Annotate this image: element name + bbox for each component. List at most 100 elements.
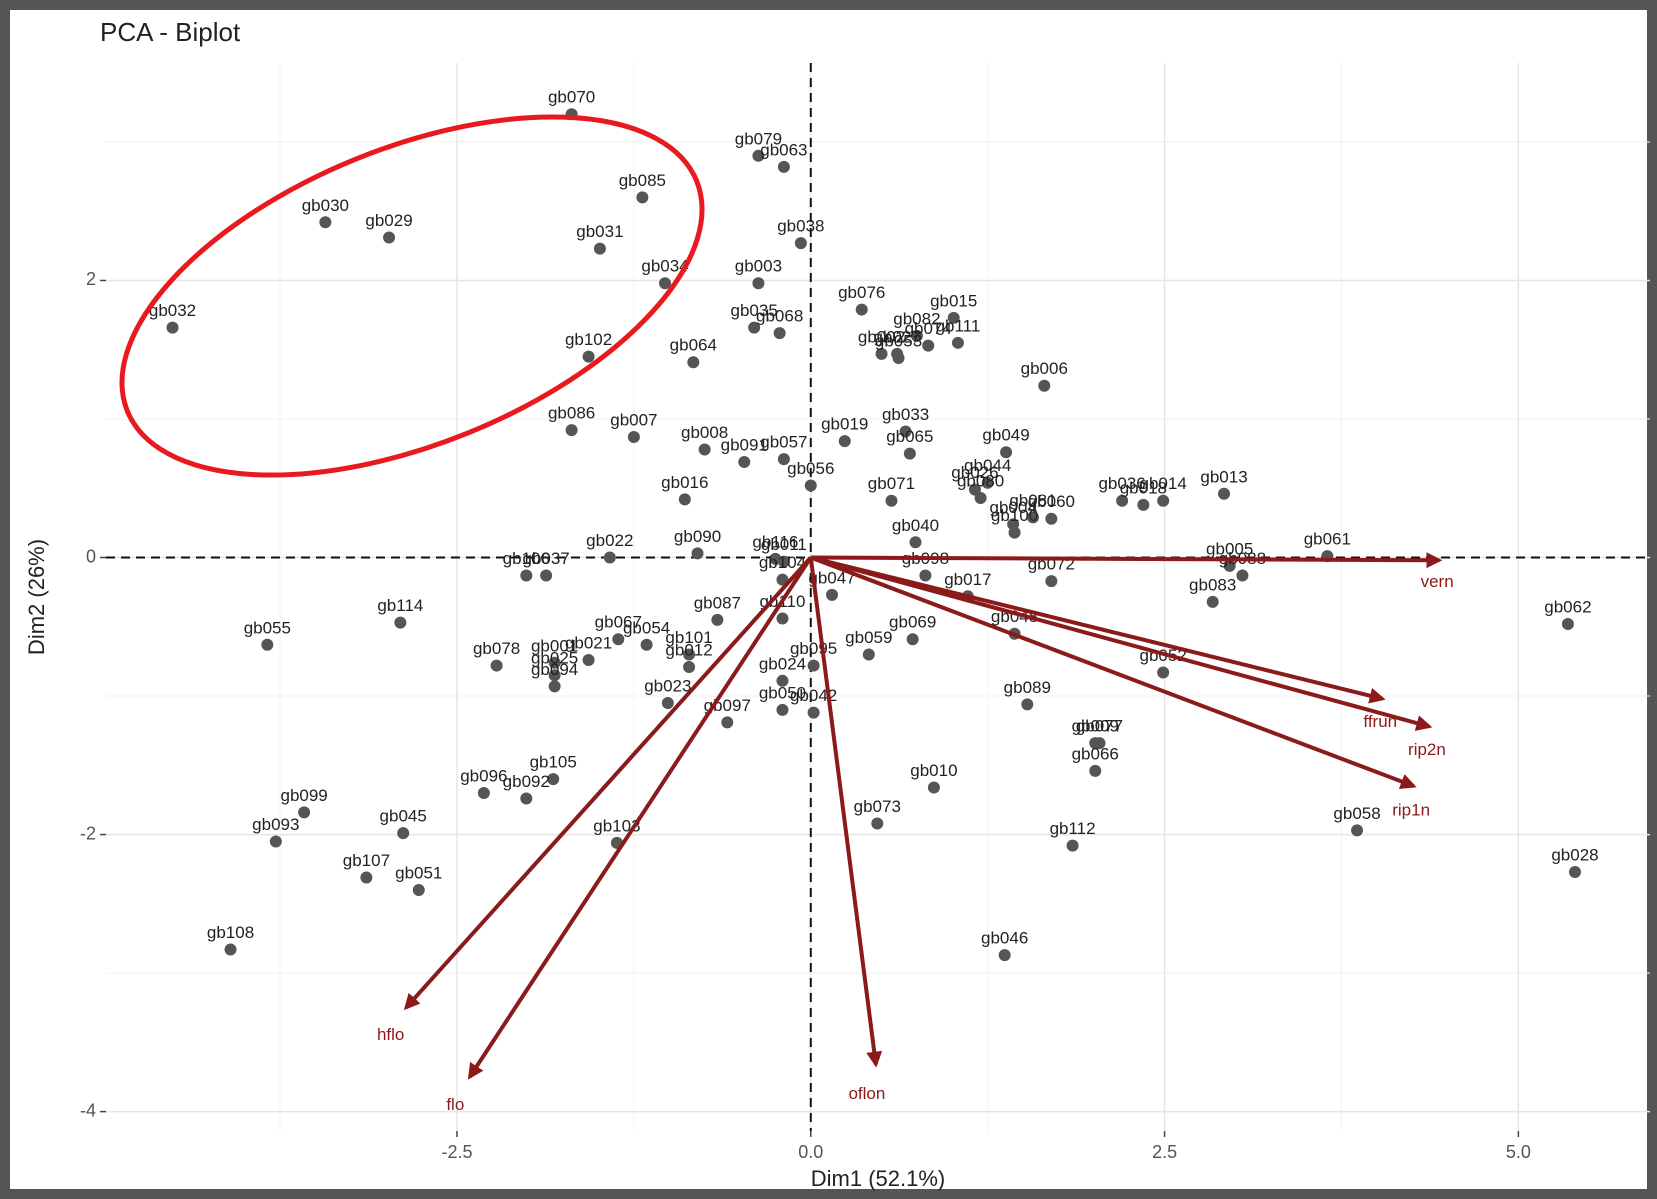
point	[748, 321, 761, 334]
point-label: gb102	[565, 330, 612, 349]
point-label: gb085	[619, 171, 666, 190]
point	[1561, 618, 1574, 631]
point	[892, 352, 905, 365]
point-label: gb038	[777, 217, 824, 236]
point-label: gb103	[593, 816, 640, 835]
point-label: gb046	[981, 929, 1028, 948]
point	[548, 669, 561, 682]
point-label: gb087	[694, 593, 741, 612]
point-label: gb042	[790, 686, 837, 705]
point-label: gb108	[207, 923, 254, 942]
point-label: gb083	[1189, 575, 1236, 594]
point-label: gb004	[990, 498, 1037, 517]
point-label: gb086	[548, 404, 595, 423]
point	[698, 443, 711, 456]
point-label: gb073	[854, 797, 901, 816]
point	[899, 425, 912, 438]
point	[397, 827, 410, 840]
x-tick-label: 2.5	[1152, 1142, 1177, 1162]
point	[721, 716, 734, 729]
variable-label: oflon	[848, 1084, 885, 1103]
point-label: gb031	[576, 222, 623, 241]
point	[909, 536, 922, 549]
point-label: gb107	[343, 851, 390, 870]
point-label: gb011	[761, 535, 807, 554]
point-label: gb060	[1028, 492, 1075, 511]
point-label: gb040	[892, 516, 939, 535]
point	[927, 781, 940, 794]
point-label: gb065	[886, 427, 933, 446]
point-label: gb081	[1009, 491, 1056, 510]
point-label: gb058	[1333, 804, 1380, 823]
point	[1351, 824, 1364, 837]
variable-arrow	[810, 555, 1386, 704]
point-label: gb002	[858, 327, 905, 346]
point	[582, 350, 595, 363]
point	[974, 491, 987, 504]
point	[919, 569, 932, 582]
point	[752, 149, 765, 162]
point-label: gb049	[982, 426, 1029, 445]
point-label: gb025	[531, 649, 578, 668]
point	[224, 943, 237, 956]
point	[1236, 569, 1249, 582]
point-label: gb033	[882, 405, 929, 424]
point-label: gb100	[991, 506, 1038, 525]
y-tick-label: 0	[86, 546, 96, 566]
point-label: gb079	[735, 129, 782, 148]
point-label: gb028	[1551, 845, 1598, 864]
point-label: gb090	[674, 527, 721, 546]
point-label: gb116	[752, 532, 798, 551]
point-label: gb059	[845, 628, 892, 647]
point-label: gb078	[473, 639, 520, 658]
point-label: gb114	[377, 596, 423, 615]
point-label: gb006	[1021, 359, 1068, 378]
point-label: gb064	[670, 336, 717, 355]
point	[1089, 764, 1102, 777]
variable-arrow	[810, 555, 1433, 731]
point-label: gb037	[522, 549, 569, 568]
point	[1206, 595, 1219, 608]
point-label: gb091	[721, 435, 768, 454]
point-label: gb018	[1120, 478, 1167, 497]
variable-label: hflo	[377, 1025, 404, 1044]
point	[1137, 498, 1150, 511]
point	[520, 569, 533, 582]
point	[490, 659, 503, 672]
point-label: gb068	[756, 307, 803, 326]
point-label: gb009	[1072, 717, 1119, 736]
point-label: gb036	[1098, 474, 1145, 493]
point-label: gb092	[503, 772, 550, 791]
point-label: gb003	[735, 257, 782, 276]
variable-label: vern	[1421, 572, 1454, 591]
point-label: gb014	[1140, 474, 1187, 493]
point	[582, 654, 595, 667]
point-label: gb105	[530, 753, 577, 772]
point-label: gb077	[1076, 717, 1123, 736]
point	[776, 612, 789, 625]
point-label: gb099	[280, 786, 327, 805]
point	[627, 431, 640, 444]
point-label: gb062	[1544, 597, 1591, 616]
point-label: gb095	[790, 639, 837, 658]
point	[548, 656, 561, 669]
point-label: gb104	[759, 553, 806, 572]
point	[1223, 559, 1236, 572]
variable-label: rip1n	[1392, 800, 1430, 819]
point	[1045, 575, 1058, 588]
point	[269, 835, 282, 848]
point	[1045, 512, 1058, 525]
point	[166, 321, 179, 334]
point	[838, 435, 851, 448]
point-label: gb032	[149, 301, 196, 320]
point	[1021, 698, 1034, 711]
variable-arrow	[808, 557, 883, 1068]
chart-title: PCA - Biplot	[100, 17, 241, 47]
point-label: gb096	[460, 766, 507, 785]
point	[947, 311, 960, 324]
point	[1000, 446, 1013, 459]
point-label: gb063	[760, 140, 807, 159]
point-label: gb106	[503, 549, 550, 568]
point	[910, 329, 923, 342]
point	[804, 479, 817, 492]
